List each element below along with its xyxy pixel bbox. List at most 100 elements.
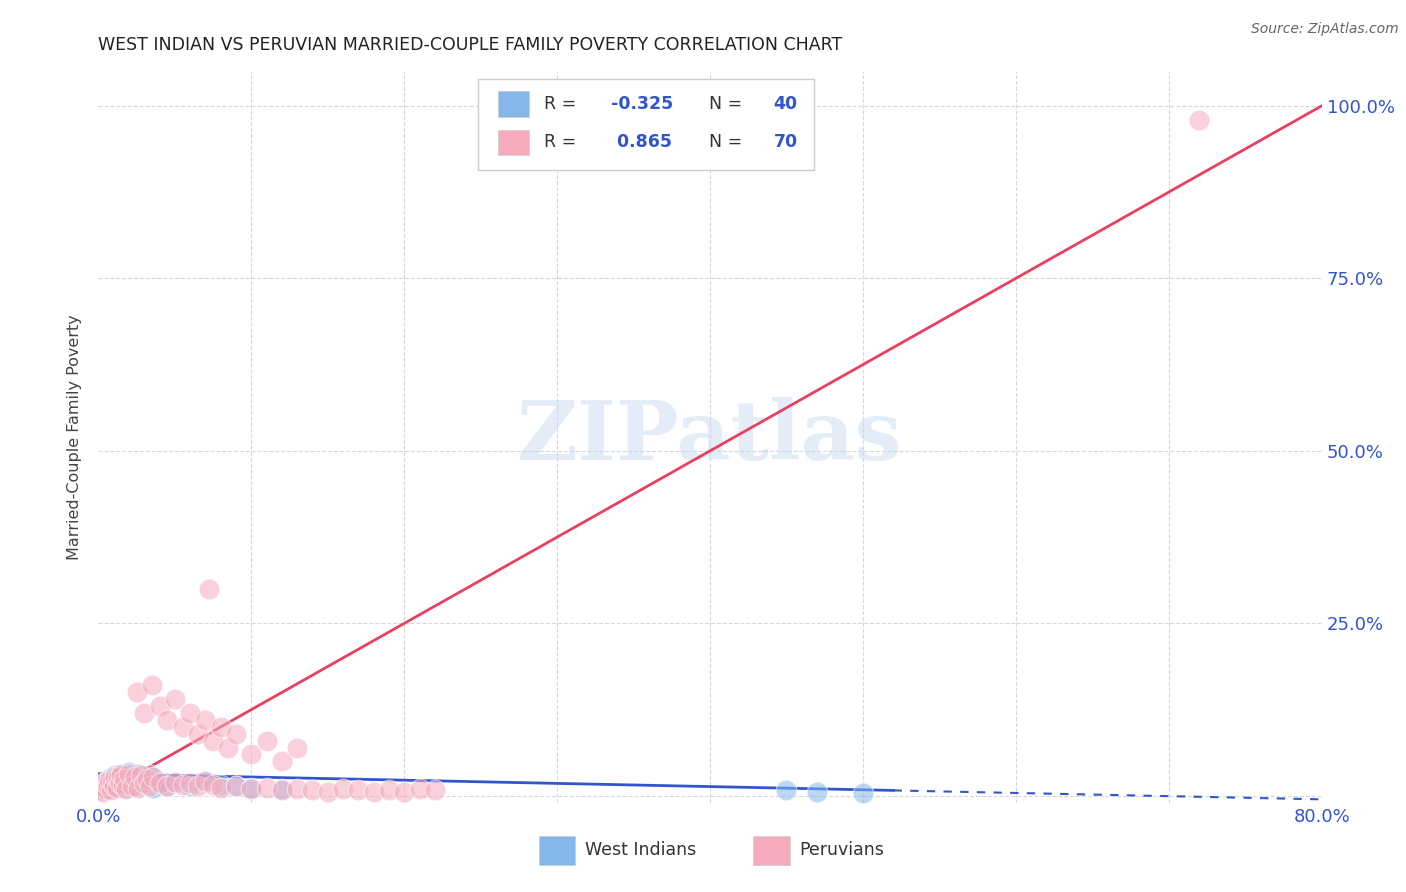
Point — [115, 782, 138, 797]
Text: WEST INDIAN VS PERUVIAN MARRIED-COUPLE FAMILY POVERTY CORRELATION CHART: WEST INDIAN VS PERUVIAN MARRIED-COUPLE F… — [98, 36, 842, 54]
Point — [270, 782, 292, 797]
Point — [90, 779, 112, 793]
Text: West Indians: West Indians — [585, 841, 696, 859]
Point — [225, 779, 247, 793]
Point — [91, 785, 114, 799]
Text: ZIPatlas: ZIPatlas — [517, 397, 903, 477]
Point — [121, 770, 143, 784]
Point — [110, 767, 132, 781]
Point — [187, 779, 209, 793]
Point — [112, 772, 135, 787]
Point — [240, 747, 263, 762]
Point — [270, 783, 292, 797]
Point — [97, 778, 120, 792]
Y-axis label: Married-Couple Family Poverty: Married-Couple Family Poverty — [67, 314, 83, 560]
Text: 0.865: 0.865 — [612, 133, 672, 152]
Point — [98, 772, 121, 786]
Point — [217, 740, 239, 755]
Point — [149, 776, 172, 790]
Point — [136, 776, 159, 790]
Point — [209, 778, 232, 792]
Point — [104, 768, 127, 782]
Point — [112, 772, 135, 786]
Point — [110, 768, 132, 782]
Point — [156, 779, 179, 793]
Point — [127, 767, 149, 781]
Point — [118, 764, 141, 779]
Point — [149, 775, 172, 789]
Point — [111, 776, 134, 790]
Point — [285, 782, 308, 797]
Point — [111, 778, 134, 792]
Point — [163, 692, 186, 706]
Point — [94, 782, 117, 797]
Point — [240, 780, 263, 795]
Bar — [538, 836, 575, 865]
Point — [142, 780, 165, 795]
Point — [156, 713, 179, 727]
Point — [101, 775, 124, 789]
Point — [270, 755, 292, 769]
Point — [139, 779, 162, 793]
Point — [121, 779, 143, 793]
Point — [225, 779, 247, 793]
Point — [124, 779, 146, 793]
Point — [179, 779, 201, 793]
Point — [91, 783, 114, 797]
Point — [225, 727, 247, 741]
Point — [105, 780, 128, 795]
Point — [127, 780, 149, 795]
Point — [118, 767, 141, 781]
Point — [202, 733, 225, 747]
Point — [156, 779, 179, 793]
Point — [806, 785, 828, 799]
Point — [197, 582, 219, 596]
Point — [98, 773, 121, 788]
Point — [89, 782, 111, 797]
Point — [163, 776, 186, 790]
Point — [316, 785, 339, 799]
Point — [775, 783, 797, 797]
Point — [97, 776, 120, 790]
Point — [142, 770, 165, 784]
Point — [852, 786, 875, 800]
Point — [107, 771, 129, 785]
Point — [108, 776, 131, 790]
Point — [134, 776, 156, 790]
Point — [187, 727, 209, 741]
Point — [136, 772, 159, 786]
Point — [172, 778, 194, 792]
Point — [240, 782, 263, 797]
Point — [125, 685, 148, 699]
Point — [107, 770, 129, 784]
Point — [139, 768, 162, 782]
Point — [93, 776, 115, 790]
FancyBboxPatch shape — [478, 78, 814, 170]
Point — [172, 720, 194, 734]
Point — [256, 733, 278, 747]
Point — [89, 783, 111, 797]
Text: 40: 40 — [773, 95, 797, 112]
Point — [104, 770, 127, 784]
Point — [378, 783, 401, 797]
Text: -0.325: -0.325 — [612, 95, 673, 112]
Point — [100, 782, 122, 797]
Point — [423, 783, 446, 797]
Point — [100, 783, 122, 797]
Point — [101, 773, 124, 788]
Bar — [498, 91, 529, 117]
Bar — [752, 836, 790, 865]
Point — [179, 706, 201, 720]
Point — [194, 775, 217, 789]
Point — [90, 780, 112, 795]
Point — [103, 779, 125, 793]
Point — [149, 699, 172, 714]
Point — [202, 778, 225, 792]
Point — [363, 785, 385, 799]
Point — [103, 778, 125, 792]
Text: R =: R = — [544, 133, 582, 152]
Text: Source: ZipAtlas.com: Source: ZipAtlas.com — [1251, 22, 1399, 37]
Point — [134, 772, 156, 786]
Text: R =: R = — [544, 95, 582, 112]
Point — [94, 780, 117, 795]
